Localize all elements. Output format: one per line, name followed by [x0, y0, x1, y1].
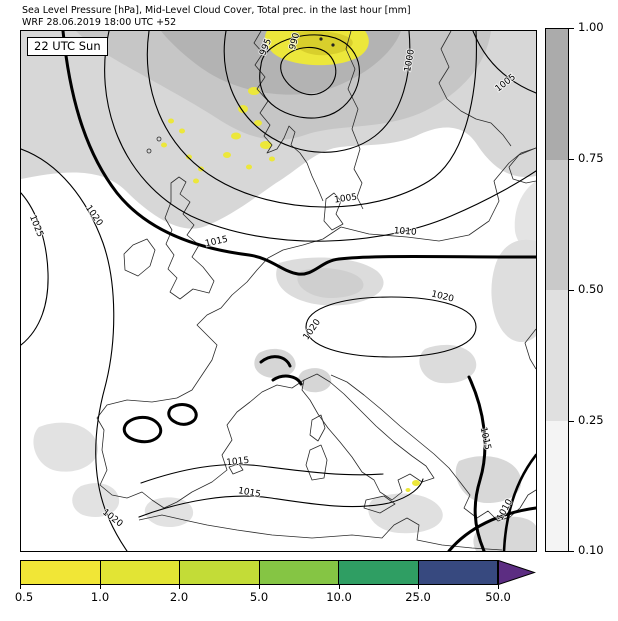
cloud-colorbar-label: 0.25: [578, 413, 604, 427]
isobar-label: 1005: [334, 192, 358, 205]
isobar-label: 1015: [478, 426, 493, 450]
isobar-label: 1015: [226, 456, 250, 468]
precip-colorbar-tick: [418, 585, 419, 589]
cloud-colorbar-tick: [569, 290, 574, 291]
precip-colorbar-tick: [20, 585, 21, 589]
cloud-colorbar-tick: [569, 551, 574, 552]
isobar-label: 1015: [204, 235, 228, 250]
cloud-cover-colorbar: [545, 28, 569, 552]
isobar-label: 1020: [302, 317, 323, 342]
precip-colorbar-label: 2.0: [169, 590, 189, 604]
precip-colorbar-tick: [259, 585, 260, 589]
precip-colorbar-segment: [21, 561, 101, 584]
map-subtitle: WRF 28.06.2019 18:00 UTC +52: [22, 16, 177, 28]
isobar-label: 1010: [393, 226, 417, 238]
precip-colorbar-segment: [180, 561, 260, 584]
cloud-colorbar-segment: [546, 159, 568, 290]
cloud-colorbar-label: 1.00: [578, 20, 604, 34]
precip-colorbar-label: 25.0: [405, 590, 431, 604]
map-title: Sea Level Pressure [hPa], Mid-Level Clou…: [22, 5, 411, 16]
isobar-label: 1020: [83, 204, 104, 229]
precip-colorbar-label: 50.0: [485, 590, 511, 604]
precip-colorbar-segment: [259, 561, 339, 584]
precip-colorbar-label: 1.0: [90, 590, 110, 604]
isobars: [21, 31, 536, 551]
precip-colorbar-tick: [179, 585, 180, 589]
precip-colorbar-tick: [339, 585, 340, 589]
cloud-colorbar-label: 0.10: [578, 543, 604, 557]
precip-colorbar-label: 5.0: [249, 590, 269, 604]
cloud-colorbar-tick: [569, 28, 574, 29]
precip-colorbar-overflow-arrow: [498, 559, 537, 586]
isobar-label: 1015: [237, 486, 261, 500]
precipitation-colorbar: [20, 560, 498, 585]
cloud-colorbar-segment: [546, 420, 568, 551]
cloud-colorbar-label: 0.75: [578, 151, 604, 165]
precip-colorbar-tick: [498, 585, 499, 589]
cloud-colorbar-tick: [569, 159, 574, 160]
precipitation-shading: [161, 31, 420, 492]
cloud-colorbar-tick: [569, 421, 574, 422]
precip-colorbar-segment: [418, 561, 497, 584]
precip-colorbar-segment: [339, 561, 419, 584]
isobar-label: 1025: [27, 214, 45, 239]
cloud-colorbar-segment: [546, 290, 568, 421]
overflow-arrow-shape: [498, 559, 537, 586]
precip-colorbar-tick: [100, 585, 101, 589]
map-area: 995 990 1000 1005 1005 1010 1015 1020 10…: [20, 30, 537, 552]
time-label: 22 UTC Sun: [27, 37, 108, 56]
cloud-colorbar-label: 0.50: [578, 282, 604, 296]
precip-colorbar-label: 10.0: [326, 590, 352, 604]
precip-colorbar-label: 0.5: [14, 590, 34, 604]
cloud-colorbar-segment: [546, 29, 568, 160]
precip-colorbar-segment: [100, 561, 180, 584]
isobar-label: 990: [288, 32, 302, 51]
weather-map-canvas: 995 990 1000 1005 1005 1010 1015 1020 10…: [21, 31, 536, 551]
